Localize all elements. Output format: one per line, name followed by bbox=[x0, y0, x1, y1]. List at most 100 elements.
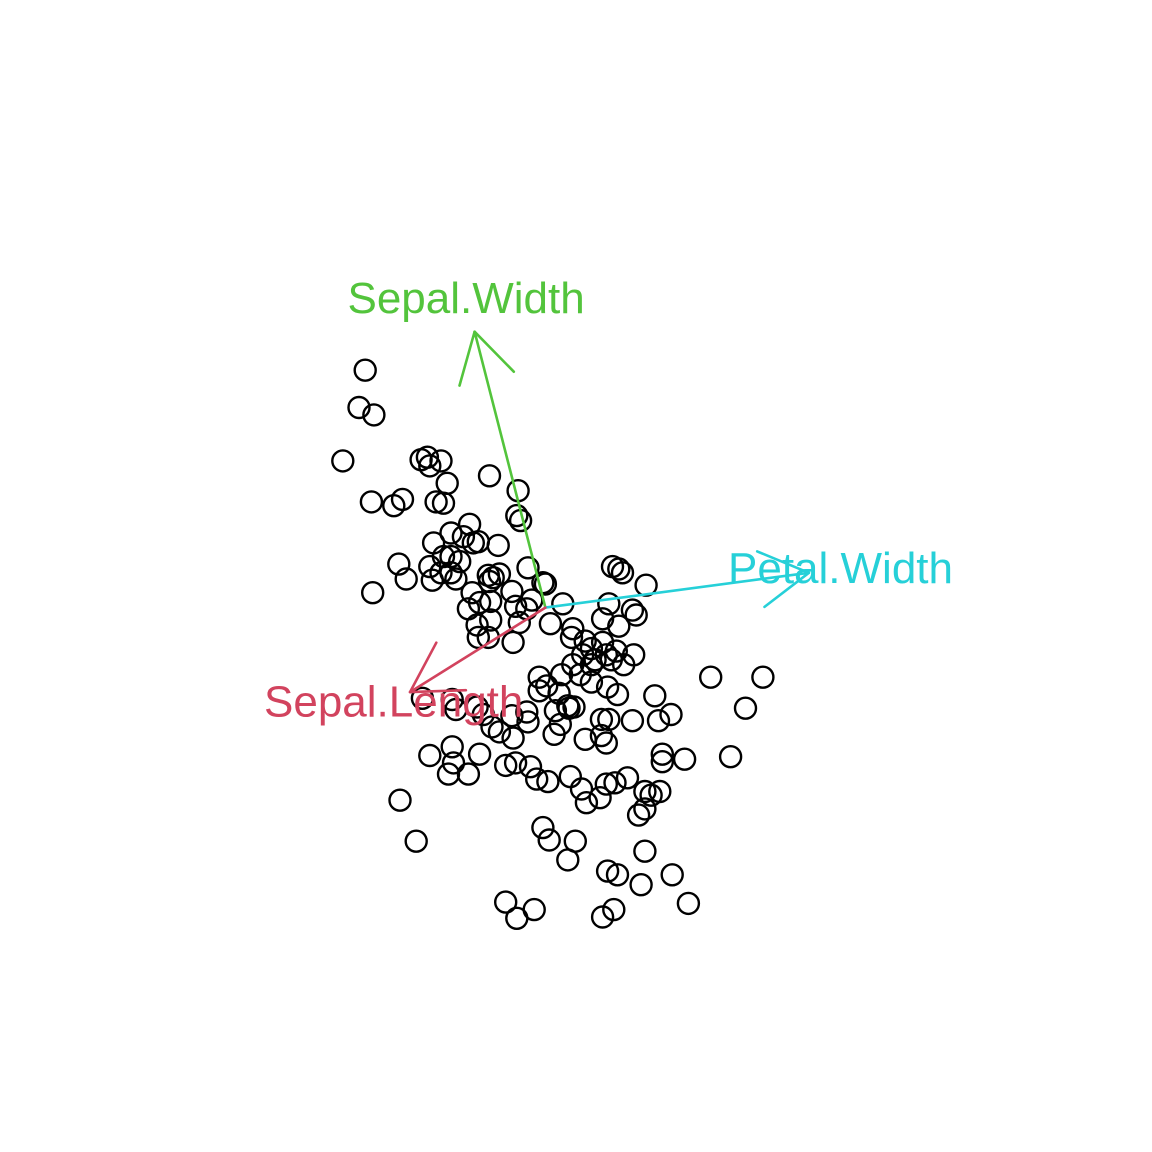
data-point bbox=[607, 557, 631, 581]
data-point bbox=[441, 751, 466, 775]
data-point bbox=[505, 906, 529, 930]
data-point bbox=[424, 490, 448, 514]
data-point bbox=[362, 403, 386, 427]
data-point bbox=[605, 682, 630, 707]
data-point bbox=[597, 592, 621, 616]
data-point bbox=[603, 771, 627, 795]
data-point bbox=[633, 797, 657, 821]
data-point bbox=[471, 702, 495, 727]
data-point bbox=[660, 863, 684, 887]
data-point bbox=[599, 648, 623, 672]
data-point bbox=[595, 859, 620, 883]
loading-vectors bbox=[408, 330, 811, 694]
data-point bbox=[494, 890, 518, 914]
data-point bbox=[610, 561, 635, 585]
data-point bbox=[634, 573, 658, 597]
data-point bbox=[607, 614, 631, 638]
data-point bbox=[480, 715, 504, 739]
data-point bbox=[415, 445, 440, 469]
data-point bbox=[531, 815, 555, 840]
data-point bbox=[477, 464, 502, 488]
data-point bbox=[516, 556, 540, 580]
data-point bbox=[573, 629, 597, 653]
data-point bbox=[505, 503, 529, 528]
data-point bbox=[410, 686, 435, 710]
data-point bbox=[594, 772, 618, 796]
data-point bbox=[479, 589, 503, 614]
data-point bbox=[486, 533, 510, 558]
data-point bbox=[431, 491, 456, 515]
data-point bbox=[624, 603, 648, 627]
data-point bbox=[718, 745, 743, 769]
data-point bbox=[629, 873, 653, 897]
data-point bbox=[672, 747, 697, 771]
data-point bbox=[487, 562, 512, 586]
data-point bbox=[515, 700, 539, 724]
data-point bbox=[650, 750, 674, 774]
data-point bbox=[589, 723, 614, 748]
data-point bbox=[353, 358, 377, 382]
data-point bbox=[467, 742, 492, 766]
data-point bbox=[421, 531, 446, 555]
data-point bbox=[429, 561, 453, 585]
data-point bbox=[733, 696, 758, 720]
data-point bbox=[429, 449, 453, 473]
data-point bbox=[331, 449, 355, 473]
data-point bbox=[543, 699, 568, 723]
vector-petal-width bbox=[544, 571, 811, 609]
data-point bbox=[626, 803, 651, 827]
data-point bbox=[676, 891, 701, 916]
data-point bbox=[527, 665, 551, 689]
data-point bbox=[440, 735, 464, 759]
data-point bbox=[525, 767, 549, 791]
data-point bbox=[500, 579, 524, 604]
data-point bbox=[382, 494, 406, 518]
data-point bbox=[646, 709, 671, 733]
data-point bbox=[537, 828, 561, 852]
label-sepal-width: Sepal.Width bbox=[347, 274, 584, 323]
data-point bbox=[476, 563, 500, 587]
data-point bbox=[533, 572, 558, 596]
data-point bbox=[518, 755, 543, 779]
data-point bbox=[579, 670, 604, 694]
data-point bbox=[440, 687, 464, 712]
data-point bbox=[388, 788, 412, 812]
data-point bbox=[501, 630, 525, 655]
data-point bbox=[622, 643, 646, 667]
data-point bbox=[588, 786, 612, 810]
data-point bbox=[650, 742, 674, 766]
data-point bbox=[643, 684, 667, 708]
data-point bbox=[559, 625, 584, 650]
data-point bbox=[602, 897, 626, 922]
data-point bbox=[420, 568, 444, 592]
data-point bbox=[418, 554, 442, 579]
data-point bbox=[500, 704, 524, 728]
data-point bbox=[465, 695, 489, 719]
data-point bbox=[527, 679, 551, 703]
data-point bbox=[503, 751, 528, 775]
data-point bbox=[404, 829, 428, 853]
label-sepal-length: Sepal.Length bbox=[264, 678, 523, 727]
data-point bbox=[418, 743, 442, 768]
data-point bbox=[439, 521, 463, 545]
data-point bbox=[487, 720, 512, 744]
data-point bbox=[536, 769, 560, 794]
label-petal-width: Petal.Width bbox=[728, 544, 953, 593]
arrowhead-petal-width bbox=[755, 550, 811, 609]
data-point bbox=[538, 612, 563, 636]
data-point bbox=[418, 454, 442, 478]
data-point bbox=[574, 791, 599, 815]
data-point bbox=[699, 665, 723, 689]
data-point bbox=[633, 839, 657, 863]
data-point bbox=[467, 590, 492, 615]
data-point bbox=[620, 709, 645, 733]
data-point bbox=[620, 598, 645, 622]
data-point bbox=[359, 490, 384, 514]
data-point bbox=[569, 777, 594, 801]
data-point bbox=[456, 762, 481, 786]
data-point bbox=[659, 702, 683, 727]
vector-sepal-width bbox=[473, 330, 547, 609]
data-point bbox=[347, 395, 371, 420]
arrowhead-sepal-width bbox=[458, 330, 516, 387]
